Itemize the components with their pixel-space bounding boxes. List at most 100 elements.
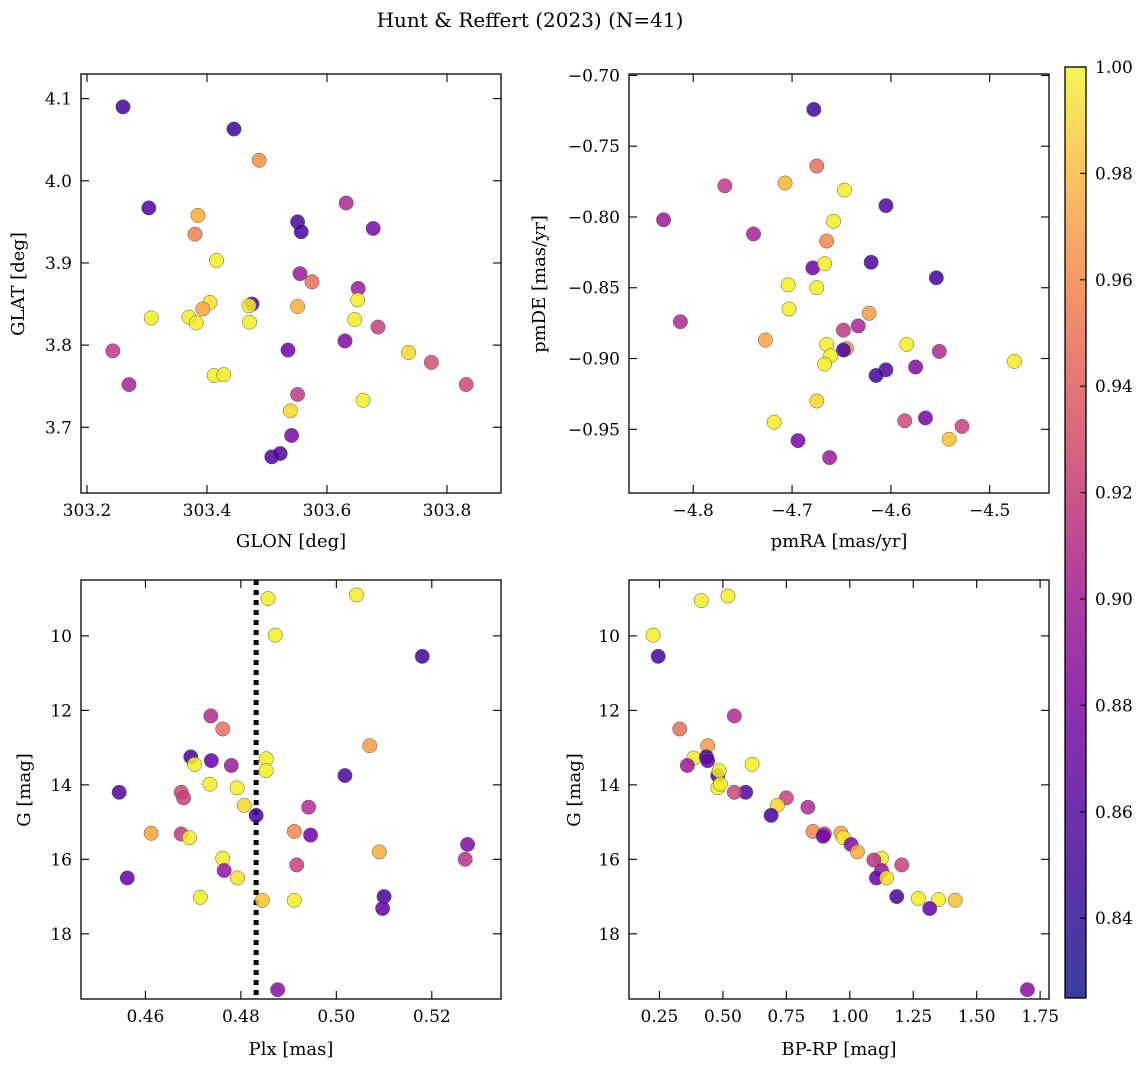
panel-bprp-g-points	[645, 588, 1035, 998]
scatter-point	[115, 99, 131, 115]
scatter-point	[645, 627, 661, 643]
y-tick-label: −0.95	[568, 420, 620, 440]
scatter-point	[835, 322, 851, 338]
scatter-point	[365, 221, 381, 236]
scatter-point	[370, 319, 386, 335]
scatter-point	[202, 776, 218, 792]
scatter-point	[726, 708, 742, 724]
x-tick-label: 1.50	[958, 1007, 996, 1027]
panel-pmra-pmde: −4.8 −4.7 −4.6 −4.5 −0.95 −0.90 −0.85 −0.80 −0.7…	[529, 66, 1050, 552]
scatter-point	[190, 207, 206, 223]
scatter-point	[457, 851, 473, 867]
panel-glon-glat-ticks: 303.2 303.4 303.6 303.8 3.7 3.8 3.9 4.0 4.1	[45, 74, 501, 521]
scatter-point	[781, 301, 797, 317]
x-tick-label: 303.8	[423, 501, 472, 521]
scatter-point	[650, 648, 666, 664]
figure-title: Hunt & Reffert (2023) (N=41)	[377, 8, 684, 32]
scatter-point	[230, 870, 245, 886]
panel-plx-g-frame	[80, 579, 502, 1000]
scatter-point	[242, 314, 258, 330]
x-tick-label: 0.75	[767, 1007, 805, 1027]
x-tick-label: 1.25	[894, 1007, 932, 1027]
scatter-point	[744, 756, 760, 772]
colorbar-tick-label: 1.00	[1095, 58, 1133, 78]
scatter-point	[143, 825, 159, 841]
scatter-point	[800, 799, 816, 815]
scatter-point	[711, 763, 727, 779]
colorbar-tick-label: 0.98	[1095, 164, 1133, 184]
scatter-point	[209, 253, 225, 268]
scatter-point	[355, 392, 371, 408]
scatter-point	[216, 367, 232, 383]
panel-plx-g: 0.46 0.48 0.50 0.52 10 12 14 16 18 Plx [mas] G […	[14, 579, 502, 1060]
scatter-point	[119, 870, 135, 886]
scatter-point	[910, 890, 926, 906]
x-tick-label: 303.4	[183, 501, 232, 521]
scatter-point	[879, 870, 895, 886]
panel-plx-g-points	[111, 587, 476, 998]
scatter-point	[700, 753, 716, 769]
x-tick-label: −4.6	[870, 501, 911, 521]
scatter-point	[371, 844, 387, 860]
colorbar-tick-label: 0.88	[1095, 696, 1133, 716]
x-tick-label: 0.48	[222, 1007, 260, 1027]
scatter-point	[460, 836, 476, 852]
scatter-point	[337, 768, 353, 783]
x-tick-label: 0.46	[127, 1007, 165, 1027]
colorbar-tick-label: 0.96	[1095, 271, 1133, 291]
scatter-point	[726, 784, 742, 800]
scatter-point	[819, 233, 835, 249]
scatter-point	[863, 254, 879, 270]
scatter-point	[941, 431, 957, 447]
scatter-point	[192, 889, 208, 905]
x-tick-label: −4.5	[969, 501, 1010, 521]
scatter-point	[292, 266, 308, 282]
scatter-point	[187, 756, 203, 772]
panel-bprp-g-ticks: 0.25 0.50 0.75 1.00 1.25 1.50 1.75 10 12 14 16 18	[598, 580, 1059, 1027]
scatter-point	[672, 721, 688, 737]
scatter-point	[806, 101, 822, 117]
scatter-point	[922, 901, 938, 916]
scatter-point	[866, 852, 882, 868]
panel-pmra-pmde-frame	[628, 73, 1050, 494]
scatter-point	[226, 121, 242, 137]
y-tick-label: 14	[598, 776, 620, 796]
scatter-point	[301, 799, 317, 815]
scatter-point	[822, 450, 838, 466]
scatter-point	[931, 892, 947, 908]
scatter-point	[889, 889, 905, 905]
scatter-point	[849, 844, 865, 860]
scatter-point	[248, 807, 264, 823]
scatter-point	[1006, 353, 1022, 369]
panel-plx-g-xlabel: Plx [mas]	[249, 1039, 334, 1060]
scatter-point	[289, 857, 305, 873]
scatter-point	[712, 776, 728, 792]
scatter-point	[267, 627, 283, 643]
y-tick-label: −0.70	[568, 66, 620, 86]
y-tick-label: −0.80	[568, 208, 620, 228]
scatter-point	[931, 343, 947, 359]
scatter-point	[187, 226, 203, 242]
scatter-point	[229, 780, 245, 796]
colorbar-tick-label: 0.94	[1095, 377, 1133, 397]
x-tick-label: −4.8	[673, 501, 714, 521]
panel-plx-g-ylabel: G [mag]	[14, 753, 35, 826]
scatter-point	[338, 195, 354, 211]
scatter-point	[270, 982, 286, 998]
scatter-point	[817, 256, 833, 272]
y-tick-label: 12	[50, 701, 72, 721]
y-tick-label: 16	[598, 850, 620, 870]
y-tick-label: −0.85	[568, 279, 620, 299]
scatter-point	[203, 753, 219, 769]
scatter-point	[141, 200, 157, 216]
scatter-point	[303, 827, 319, 843]
scatter-point	[672, 314, 688, 330]
scatter-point	[777, 175, 793, 191]
scatter-point	[693, 593, 709, 608]
colorbar-tick-label: 0.92	[1095, 484, 1133, 504]
scatter-point	[350, 292, 366, 308]
x-tick-label: 0.50	[704, 1007, 742, 1027]
colorbar-tick-label: 0.90	[1095, 590, 1133, 610]
scatter-point	[817, 356, 833, 372]
